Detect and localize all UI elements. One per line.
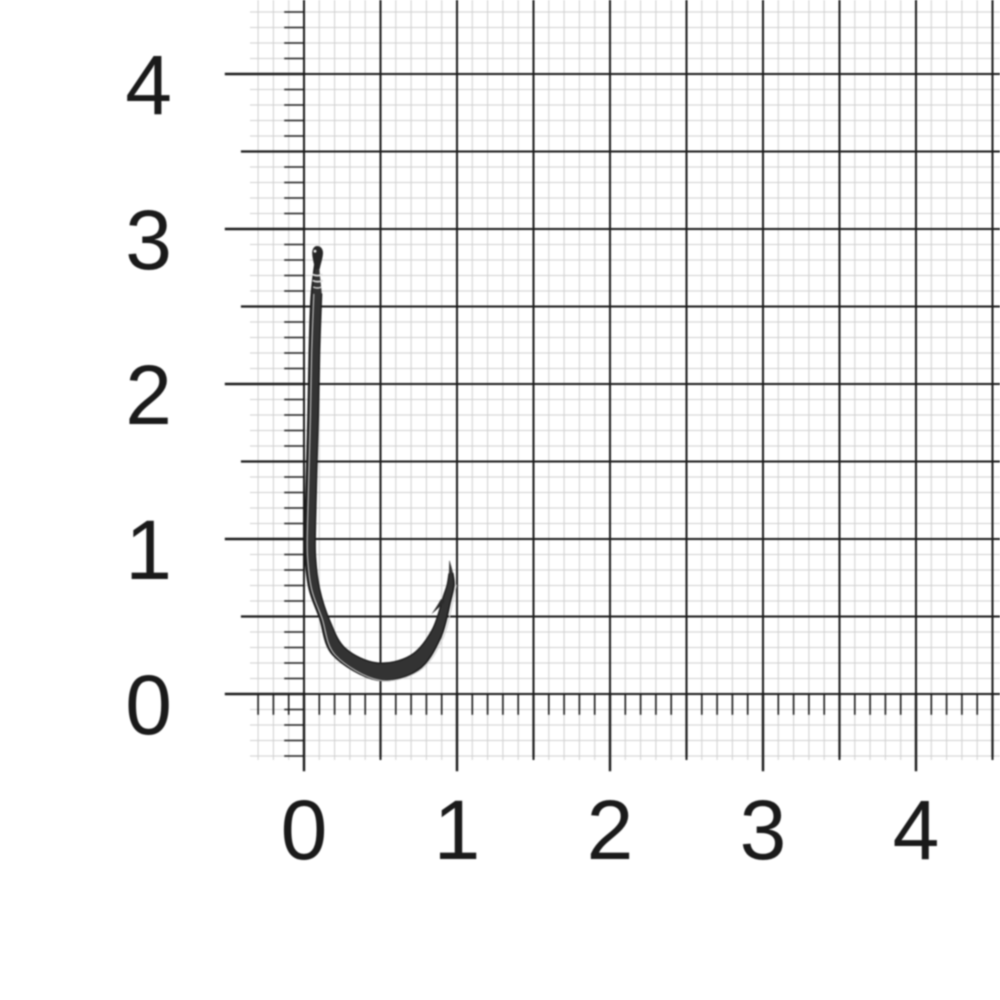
svg-text:1: 1: [434, 783, 481, 877]
svg-text:3: 3: [740, 783, 787, 877]
svg-text:4: 4: [893, 783, 940, 877]
svg-text:2: 2: [587, 783, 634, 877]
svg-text:3: 3: [125, 193, 172, 287]
svg-text:4: 4: [125, 38, 172, 132]
svg-text:2: 2: [125, 348, 172, 442]
svg-text:0: 0: [281, 783, 328, 877]
svg-text:1: 1: [125, 503, 172, 597]
svg-text:0: 0: [125, 658, 172, 752]
